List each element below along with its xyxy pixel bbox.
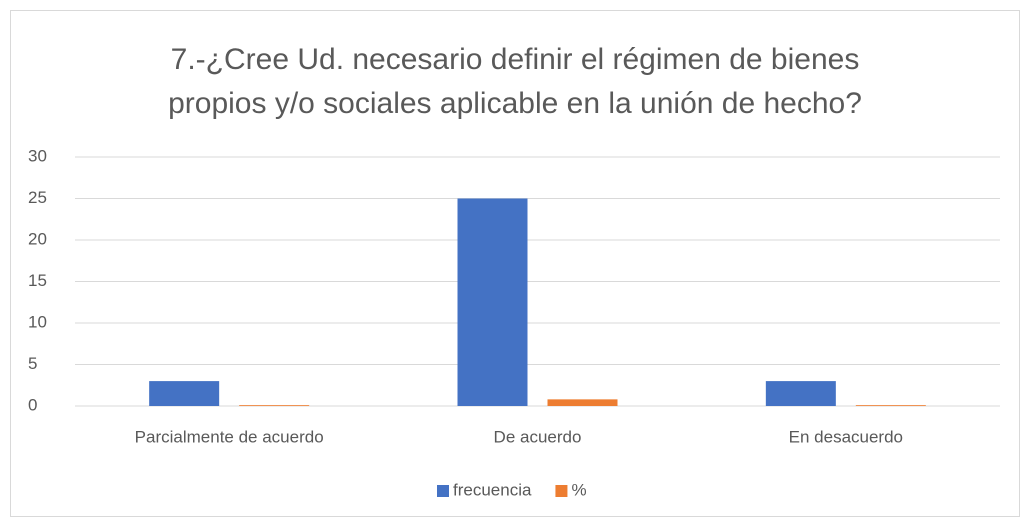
bar — [547, 399, 618, 406]
chart-title: 7.-¿Cree Ud. necesario definir el régime… — [168, 43, 862, 120]
x-tick-label: De acuerdo — [494, 427, 582, 446]
bar — [855, 405, 926, 406]
bar — [765, 381, 836, 406]
legend-swatch — [437, 485, 449, 497]
y-tick-label: 15 — [28, 271, 47, 290]
bar — [149, 381, 220, 406]
x-tick-label: Parcialmente de acuerdo — [135, 427, 324, 446]
bar — [457, 198, 528, 406]
y-tick-label: 0 — [28, 395, 37, 414]
bar — [239, 405, 310, 406]
legend-label: % — [571, 480, 586, 499]
legend-label: frecuencia — [453, 480, 532, 499]
y-tick-label: 20 — [28, 229, 47, 248]
y-tick-label: 30 — [28, 146, 47, 165]
y-tick-label: 5 — [28, 354, 37, 373]
legend-swatch — [555, 485, 568, 497]
y-tick-label: 25 — [28, 188, 47, 207]
y-tick-label: 10 — [28, 312, 47, 331]
x-tick-label: En desacuerdo — [789, 427, 903, 446]
